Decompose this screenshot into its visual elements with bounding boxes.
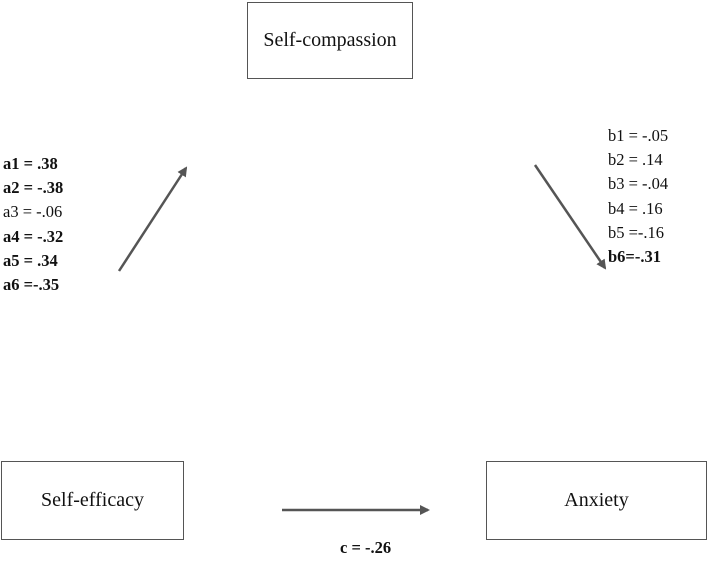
node-label: Anxiety <box>564 489 629 511</box>
b4-label: b4 = .16 <box>608 198 663 218</box>
a5-label: a5 = .34 <box>3 250 58 270</box>
a1-label: a1 = .38 <box>3 154 58 173</box>
b6-label: b6=-.31 <box>608 247 661 267</box>
a-path-coefficients: a1 = .38 a2 = -.38 a3 = -.06 a4 = -.32 a… <box>3 152 63 297</box>
a4-label: a4 = -.32 <box>3 226 64 246</box>
b3-label: b3 = -.04 <box>608 174 669 194</box>
a3-label: a3 = -.06 <box>3 202 63 222</box>
anxiety-node: Anxiety <box>486 461 707 540</box>
c-path-label: c = -.26 <box>340 538 392 557</box>
b-path-arrow <box>533 164 607 270</box>
a2-label: a2 = -.38 <box>3 178 64 198</box>
b1-label: b1 = -.05 <box>608 126 669 145</box>
node-label: Self-compassion <box>263 29 397 51</box>
a-path-arrow <box>117 166 188 272</box>
b5-label: b5 =-.16 <box>608 222 665 242</box>
a6-label: a6 =-.35 <box>3 275 60 295</box>
self-efficacy-node: Self-efficacy <box>1 461 184 540</box>
self-compassion-node: Self-compassion <box>247 2 413 79</box>
node-label: Self-efficacy <box>41 489 144 511</box>
b2-label: b2 = .14 <box>608 150 663 170</box>
b-path-coefficients: b1 = -.05 b2 = .14 b3 = -.04 b4 = .16 b5… <box>608 124 668 269</box>
